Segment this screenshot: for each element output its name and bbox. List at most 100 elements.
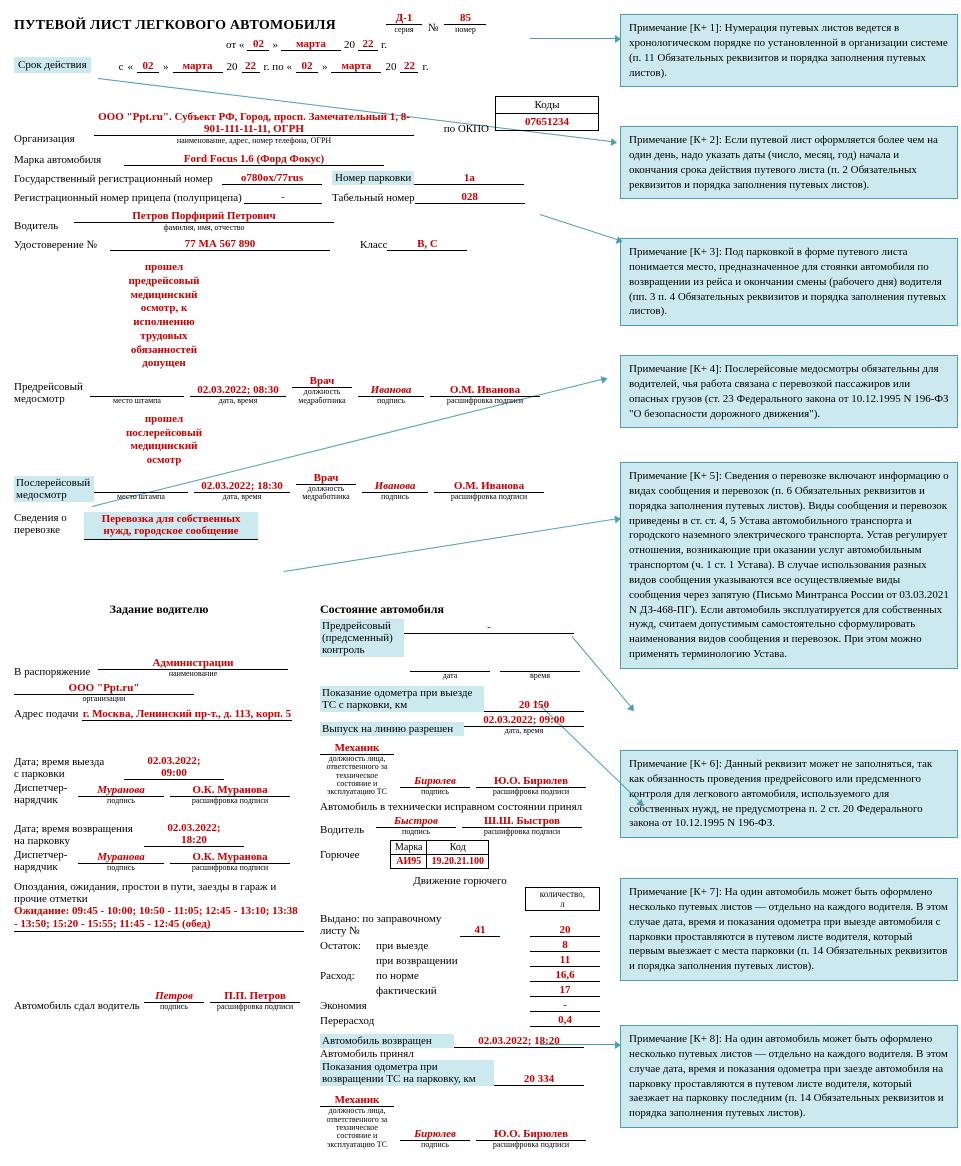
- fuel-code-h: Код: [427, 841, 489, 855]
- e-month: марта: [331, 58, 381, 73]
- doc-role-1: Врач: [292, 373, 352, 388]
- fuel-label: Горючее: [320, 849, 390, 861]
- sub-dec-8: расшифровка подписи: [493, 1141, 569, 1149]
- number-label: номер: [455, 25, 476, 34]
- sub-sig-6: подпись: [421, 788, 449, 796]
- sub-role-2: должность медработника: [302, 485, 349, 502]
- note-k1-text: Примечание [К+ 1]: Нумерация путевых лис…: [629, 22, 948, 79]
- muranova-name-1: О.К. Муранова: [170, 782, 290, 797]
- note-k7: Примечание [К+ 7]: На один автомобиль мо…: [620, 878, 958, 981]
- sub-place: место штампа: [113, 397, 161, 405]
- sub-sig-5: подпись: [160, 1003, 188, 1011]
- pre-dt: 02.03.2022; 08:30: [190, 382, 286, 397]
- post-dt: 02.03.2022; 18:30: [194, 478, 290, 493]
- mech-role-1: Механик: [320, 740, 394, 755]
- org-label: Организация: [14, 133, 94, 145]
- pre-name: О.М. Иванова: [430, 382, 540, 397]
- biryulev-sig-1: Бирюлев: [400, 773, 470, 788]
- pre-control-label: Предрейсовый (предсменный) контроль: [320, 619, 404, 657]
- from-mid: »: [272, 39, 278, 51]
- disp-sub: наименование: [169, 670, 217, 678]
- trailer-label: Регистрационный номер прицепа (полуприце…: [14, 192, 244, 204]
- line-release-dt: 02.03.2022; 09:00: [464, 712, 584, 727]
- fuel-cons-fact-label: фактический: [376, 985, 496, 997]
- fuel-rem-label: Остаток:: [320, 940, 376, 952]
- sub-dec-5: расшифровка подписи: [217, 1003, 293, 1011]
- addr-label: Адрес подачи: [14, 708, 82, 720]
- out-label: Дата; время выезда с парковки: [14, 756, 124, 780]
- bystrov-sig: Быстров: [376, 813, 456, 828]
- post-sig: Иванова: [362, 478, 428, 493]
- okpo: 07651234: [525, 116, 569, 128]
- sub-dt: дата, время: [219, 397, 258, 405]
- car-brand: Ford Focus 1.6 (Форд Фокус): [124, 151, 384, 166]
- biryulev-sig-2: Бирюлев: [400, 1126, 470, 1141]
- series-label: серия: [394, 25, 413, 34]
- reg-label: Государственный регистрационный номер: [14, 173, 222, 185]
- fuel-code: 19.20.21.100: [427, 855, 489, 869]
- lic-label: Удостоверение №: [14, 239, 110, 251]
- pre-stamp: прошел предрейсовый медицинский осмотр, …: [114, 261, 214, 371]
- sub-dt-2: дата, время: [223, 493, 262, 501]
- delays-label: Опоздания, ожидания, простои в пути, зае…: [14, 881, 304, 905]
- sub-sig-7: подпись: [402, 828, 430, 836]
- class-label: Класс: [360, 239, 387, 251]
- fuel-issued: 20: [530, 922, 600, 937]
- org-val: ООО "Ppt.ru". Субъект РФ, Город, просп. …: [94, 111, 414, 136]
- sub-dec-3: расшифровка подписи: [192, 797, 268, 805]
- note-k3-text: Примечание [К+ 3]: Под парковкой в форме…: [629, 246, 946, 317]
- muranova-name-2: О.К. Муранова: [170, 849, 290, 864]
- mech-sub-1: должность лица, ответственного за технич…: [327, 755, 388, 797]
- car-acc-label: Автомобиль принял: [320, 1048, 600, 1060]
- note-k6: Примечание [К+ 6]: Данный реквизит может…: [620, 750, 958, 838]
- disp2-label-2: Диспетчер- нарядчик: [14, 849, 78, 873]
- muranova-sig-1: Муранова: [78, 782, 164, 797]
- fuel-brand-h: Марка: [391, 841, 427, 855]
- note-k3: Примечание [К+ 3]: Под парковкой в форме…: [620, 238, 958, 326]
- transport-label: Сведения о перевозке: [14, 512, 84, 536]
- sub-sig-3: подпись: [107, 797, 135, 805]
- fuel-over-label: Перерасход: [320, 1015, 496, 1027]
- fuel-save-label: Экономия: [320, 1000, 496, 1012]
- fuel-move-header: Движение горючего: [320, 875, 600, 887]
- sub-dec-2: расшифровка подписи: [451, 493, 527, 501]
- odo-out-label: Показание одометра при выезде ТС с парко…: [320, 686, 484, 712]
- note-k4: Примечание [К+ 4]: Послерейсовые медосмо…: [620, 355, 958, 428]
- out-val: 02.03.2022; 09:00: [124, 755, 224, 780]
- note-k5: Примечание [К+ 5]: Сведения о перевозке …: [620, 462, 958, 669]
- car-ret-label: Автомобиль возвращен: [320, 1034, 454, 1048]
- fuel-rem-out-label: при выезде: [376, 940, 496, 952]
- fuel-issued-label: Выдано: по заправочному листу №: [320, 913, 460, 937]
- s-month: марта: [173, 58, 223, 73]
- fuel-table: МаркаКод АИ9519.20.21.100: [390, 840, 489, 869]
- fuel-over: 0,4: [530, 1012, 600, 1027]
- line-release-label: Выпуск на линию разрешен: [320, 722, 464, 736]
- biryulev-name-1: Ю.О. Бирюлев: [476, 773, 586, 788]
- fuel-brand: АИ95: [391, 855, 427, 869]
- odo-ret-label: Показания одометра при возвращении ТС на…: [320, 1060, 494, 1086]
- note-k7-text: Примечание [К+ 7]: На один автомобиль мо…: [629, 886, 948, 972]
- pre-control-val: -: [404, 619, 574, 634]
- e-day: 02: [296, 58, 318, 73]
- note-k6-text: Примечание [К+ 6]: Данный реквизит может…: [629, 758, 932, 829]
- note-k5-text: Примечание [К+ 5]: Сведения о перевозке …: [629, 470, 949, 660]
- transport-val: Перевозка для собственных нужд, городско…: [84, 512, 258, 540]
- delays-val: Ожидание: 09:45 - 10:00; 10:50 - 11:05; …: [14, 905, 304, 932]
- okpo-label: по ОКПО: [444, 123, 489, 135]
- driver: Петров Порфирий Петрович: [74, 208, 334, 223]
- disp-org: ООО "Ppt.ru": [14, 680, 194, 695]
- from-month: марта: [281, 36, 341, 51]
- dt-sub2: дата, время: [505, 727, 544, 735]
- driver-sub: фамилия, имя, отчество: [74, 223, 334, 232]
- mech-role-2: Механик: [320, 1092, 394, 1107]
- tabnum: 028: [415, 189, 525, 204]
- org-sub: наименование, адрес, номер телефона, ОГР…: [94, 136, 414, 145]
- sub-date: дата: [443, 672, 458, 680]
- fuel-save: -: [530, 997, 600, 1012]
- biryulev-name-2: Ю.О. Бирюлев: [476, 1126, 586, 1141]
- note-k1: Примечание [К+ 1]: Нумерация путевых лис…: [620, 14, 958, 87]
- year-suffix: г.: [381, 39, 387, 51]
- disp-org-sub: организации: [83, 695, 126, 703]
- note-k2: Примечание [К+ 2]: Если путевой лист офо…: [620, 126, 958, 199]
- s-year: 22: [242, 58, 260, 73]
